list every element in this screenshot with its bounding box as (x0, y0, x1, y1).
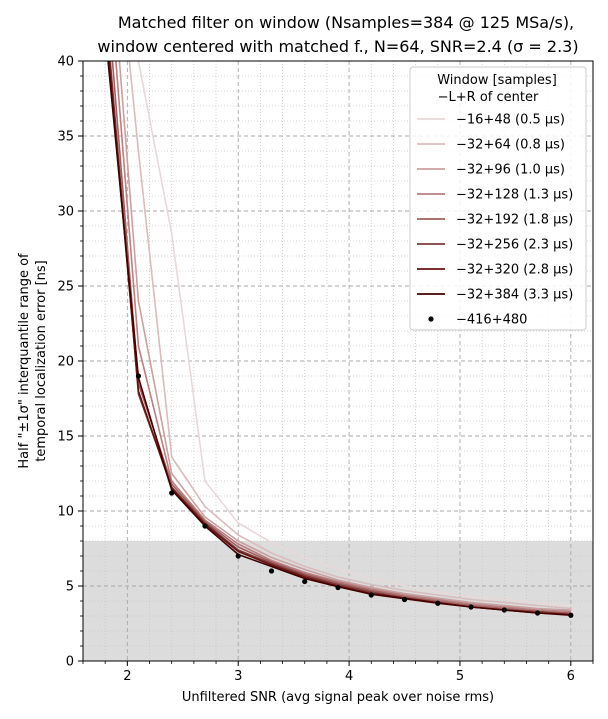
legend-label-2: −32+64 (0.8 μs) (456, 138, 565, 153)
y-axis-label-line-2: temporal localization error [ns] (34, 260, 49, 462)
y-axis-label-line-1: Half "±1σ" interquantile range of (17, 253, 32, 469)
x-tick-label: 6 (567, 669, 575, 684)
series-group (107, 61, 574, 618)
legend-label-8: −32+384 (3.3 μs) (456, 288, 573, 303)
data-point (202, 523, 208, 529)
data-point (534, 610, 541, 616)
data-point (501, 607, 507, 613)
legend-label-7: −32+320 (2.8 μs) (456, 263, 573, 278)
legend-label-3: −32+96 (1.0 μs) (456, 163, 565, 178)
data-point (568, 612, 574, 618)
y-tick-label: 35 (57, 130, 74, 145)
data-point (401, 596, 408, 603)
legend-swatch-points (428, 316, 434, 322)
legend-label-6: −32+256 (2.3 μs) (456, 238, 573, 253)
legend-label-1: −16+48 (0.5 μs) (456, 113, 565, 128)
data-point (468, 604, 474, 610)
x-tick-label: 4 (345, 669, 353, 684)
series-line-4 (115, 61, 571, 613)
y-tick-label: 30 (57, 205, 74, 220)
y-tick-label: 40 (57, 55, 74, 70)
chart-title-line-1: Matched filter on window (Nsamples=384 @… (118, 13, 574, 32)
legend-title-line-2: −L+R of center (438, 90, 539, 105)
legend: Window [samples] −L+R of center −16+48 (0.… (409, 66, 587, 331)
x-tick-label: 5 (456, 669, 464, 684)
x-axis-label: Unfiltered SNR (avg signal peak over noi… (182, 690, 494, 705)
legend-label-points: −416+480 (456, 313, 527, 328)
y-tick-label: 5 (66, 580, 74, 595)
data-point (302, 578, 308, 585)
y-tick-label: 25 (57, 280, 74, 295)
series-line-1 (137, 61, 571, 607)
x-tick-label: 3 (234, 669, 242, 684)
legend-box (409, 66, 587, 331)
legend-label-5: −32+192 (1.8 μs) (456, 213, 573, 228)
y-tick-label: 10 (57, 505, 74, 520)
chart-title-line-2: window centered with matched f., N=64, S… (97, 37, 578, 56)
y-tick-label: 15 (57, 430, 74, 445)
x-tick-label: 2 (123, 669, 131, 684)
series-line-3 (118, 61, 571, 611)
ticks: 2 3 4 5 6 0 5 10 15 20 25 30 35 40 (57, 55, 594, 684)
series-line-5 (111, 61, 571, 614)
data-point (135, 373, 142, 379)
y-tick-label: 20 (57, 355, 74, 370)
data-point (368, 592, 374, 598)
data-point (435, 600, 441, 606)
data-point (335, 584, 341, 591)
series-line-2 (128, 61, 571, 610)
data-point (169, 490, 175, 496)
data-point (235, 553, 241, 559)
data-point (268, 568, 275, 574)
legend-title-line-1: Window [samples] (437, 73, 557, 88)
legend-label-4: −32+128 (1.3 μs) (456, 188, 573, 203)
y-tick-label: 0 (66, 655, 74, 670)
